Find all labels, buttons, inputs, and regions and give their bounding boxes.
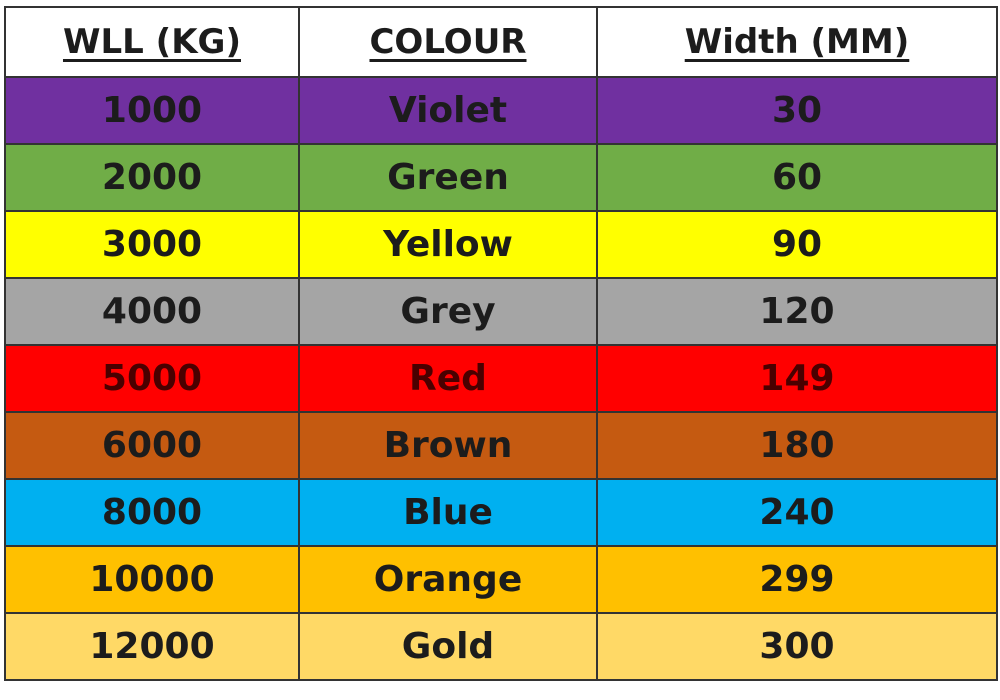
table-cell: 90: [596, 210, 998, 279]
header-text: Width (MM): [684, 22, 910, 62]
table-cell: 1000: [4, 76, 300, 145]
header-text: COLOUR: [369, 22, 527, 62]
table-row: 1000 Violet 30: [4, 76, 998, 145]
table-row: 12000 Gold 300: [4, 612, 998, 681]
table-cell: Gold: [298, 612, 598, 681]
table-cell: 300: [596, 612, 998, 681]
table-cell: Green: [298, 143, 598, 212]
table-row: 6000 Brown 180: [4, 411, 998, 480]
table-cell: 12000: [4, 612, 300, 681]
wll-table: WLL (KG) COLOUR Width (MM) 1000 Violet 30 200…: [4, 6, 998, 681]
table-body: 1000 Violet 30 2000 Green 60 3000 Yellow 90 4000 G…: [4, 76, 998, 681]
table-cell: Yellow: [298, 210, 598, 279]
table-row: 4000 Grey 120: [4, 277, 998, 346]
table-cell: 4000: [4, 277, 300, 346]
table-row: 10000 Orange 299: [4, 545, 998, 614]
table-row: 2000 Green 60: [4, 143, 998, 212]
table-cell: 120: [596, 277, 998, 346]
table-cell: Brown: [298, 411, 598, 480]
table-cell: 5000: [4, 344, 300, 413]
table-cell: 149: [596, 344, 998, 413]
header-cell: COLOUR: [298, 6, 598, 78]
table-cell: 6000: [4, 411, 300, 480]
header-cell: Width (MM): [596, 6, 998, 78]
table-cell: 2000: [4, 143, 300, 212]
table-cell: Orange: [298, 545, 598, 614]
table-row: 5000 Red 149: [4, 344, 998, 413]
table-row: 8000 Blue 240: [4, 478, 998, 547]
table-cell: Violet: [298, 76, 598, 145]
table-cell: 30: [596, 76, 998, 145]
table-cell: 10000: [4, 545, 300, 614]
table-cell: 299: [596, 545, 998, 614]
table-cell: 3000: [4, 210, 300, 279]
header-row: WLL (KG) COLOUR Width (MM): [4, 6, 998, 78]
table-cell: Blue: [298, 478, 598, 547]
table-cell: 60: [596, 143, 998, 212]
table-cell: 180: [596, 411, 998, 480]
header-cell: WLL (KG): [4, 6, 300, 78]
header-text: WLL (KG): [62, 22, 241, 62]
table-cell: Red: [298, 344, 598, 413]
table-cell: 240: [596, 478, 998, 547]
table-row: 3000 Yellow 90: [4, 210, 998, 279]
table-cell: Grey: [298, 277, 598, 346]
table-cell: 8000: [4, 478, 300, 547]
